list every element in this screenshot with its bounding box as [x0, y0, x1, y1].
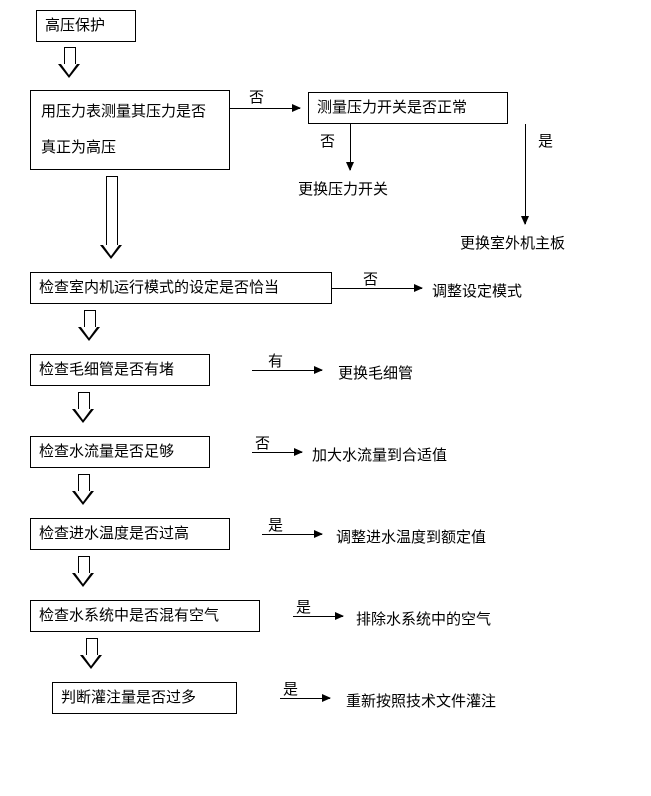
- edge-label: 是: [283, 678, 298, 699]
- result-adjust-inlet-temp: 调整进水温度到额定值: [336, 526, 486, 547]
- node-label: 用压力表测量其压力是否真正为高压: [41, 94, 219, 166]
- edge-label: 是: [538, 130, 553, 151]
- node-check-inlet-temp: 检查进水温度是否过高: [30, 518, 230, 550]
- down-arrow-icon: [72, 556, 94, 590]
- down-arrow-icon: [72, 474, 94, 508]
- result-adjust-mode: 调整设定模式: [432, 280, 522, 301]
- node-label: 测量压力开关是否正常: [317, 98, 467, 119]
- node-check-air-in-system: 检查水系统中是否混有空气: [30, 600, 260, 632]
- node-check-capillary: 检查毛细管是否有堵: [30, 354, 210, 386]
- right-arrow-icon: [230, 108, 300, 109]
- right-arrow-icon: [252, 370, 322, 371]
- result-replace-capillary: 更换毛细管: [338, 362, 413, 383]
- down-line-arrow-icon: [525, 124, 526, 224]
- edge-label: 否: [249, 86, 264, 107]
- edge-label: 否: [320, 130, 335, 151]
- down-arrow-icon: [58, 47, 80, 81]
- node-check-refrigerant-charge: 判断灌注量是否过多: [52, 682, 237, 714]
- result-increase-flow: 加大水流量到合适值: [312, 444, 447, 465]
- down-arrow-icon: [72, 392, 94, 426]
- node-label: 检查室内机运行模式的设定是否恰当: [39, 278, 279, 299]
- down-arrow-icon: [78, 310, 100, 344]
- node-label: 检查水系统中是否混有空气: [39, 606, 219, 627]
- node-label: 判断灌注量是否过多: [61, 688, 196, 709]
- result-recharge-per-spec: 重新按照技术文件灌注: [346, 690, 496, 711]
- edge-label: 否: [255, 432, 270, 453]
- down-arrow-icon: [100, 176, 122, 261]
- down-line-arrow-icon: [350, 124, 351, 170]
- edge-label: 有: [268, 350, 283, 371]
- node-label: 检查进水温度是否过高: [39, 524, 189, 545]
- node-label: 高压保护: [45, 16, 105, 37]
- node-high-pressure-protection: 高压保护: [36, 10, 136, 42]
- node-measure-pressure: 用压力表测量其压力是否真正为高压: [30, 90, 230, 170]
- edge-label: 是: [296, 596, 311, 617]
- result-replace-outdoor-board: 更换室外机主板: [460, 232, 565, 253]
- node-check-water-flow: 检查水流量是否足够: [30, 436, 210, 468]
- edge-label: 否: [363, 268, 378, 289]
- result-remove-air: 排除水系统中的空气: [356, 608, 491, 629]
- result-replace-pressure-switch: 更换压力开关: [298, 178, 388, 199]
- down-arrow-icon: [80, 638, 102, 672]
- node-label: 检查毛细管是否有堵: [39, 360, 174, 381]
- node-check-indoor-mode: 检查室内机运行模式的设定是否恰当: [30, 272, 332, 304]
- node-label: 检查水流量是否足够: [39, 442, 174, 463]
- node-check-pressure-switch: 测量压力开关是否正常: [308, 92, 508, 124]
- edge-label: 是: [268, 514, 283, 535]
